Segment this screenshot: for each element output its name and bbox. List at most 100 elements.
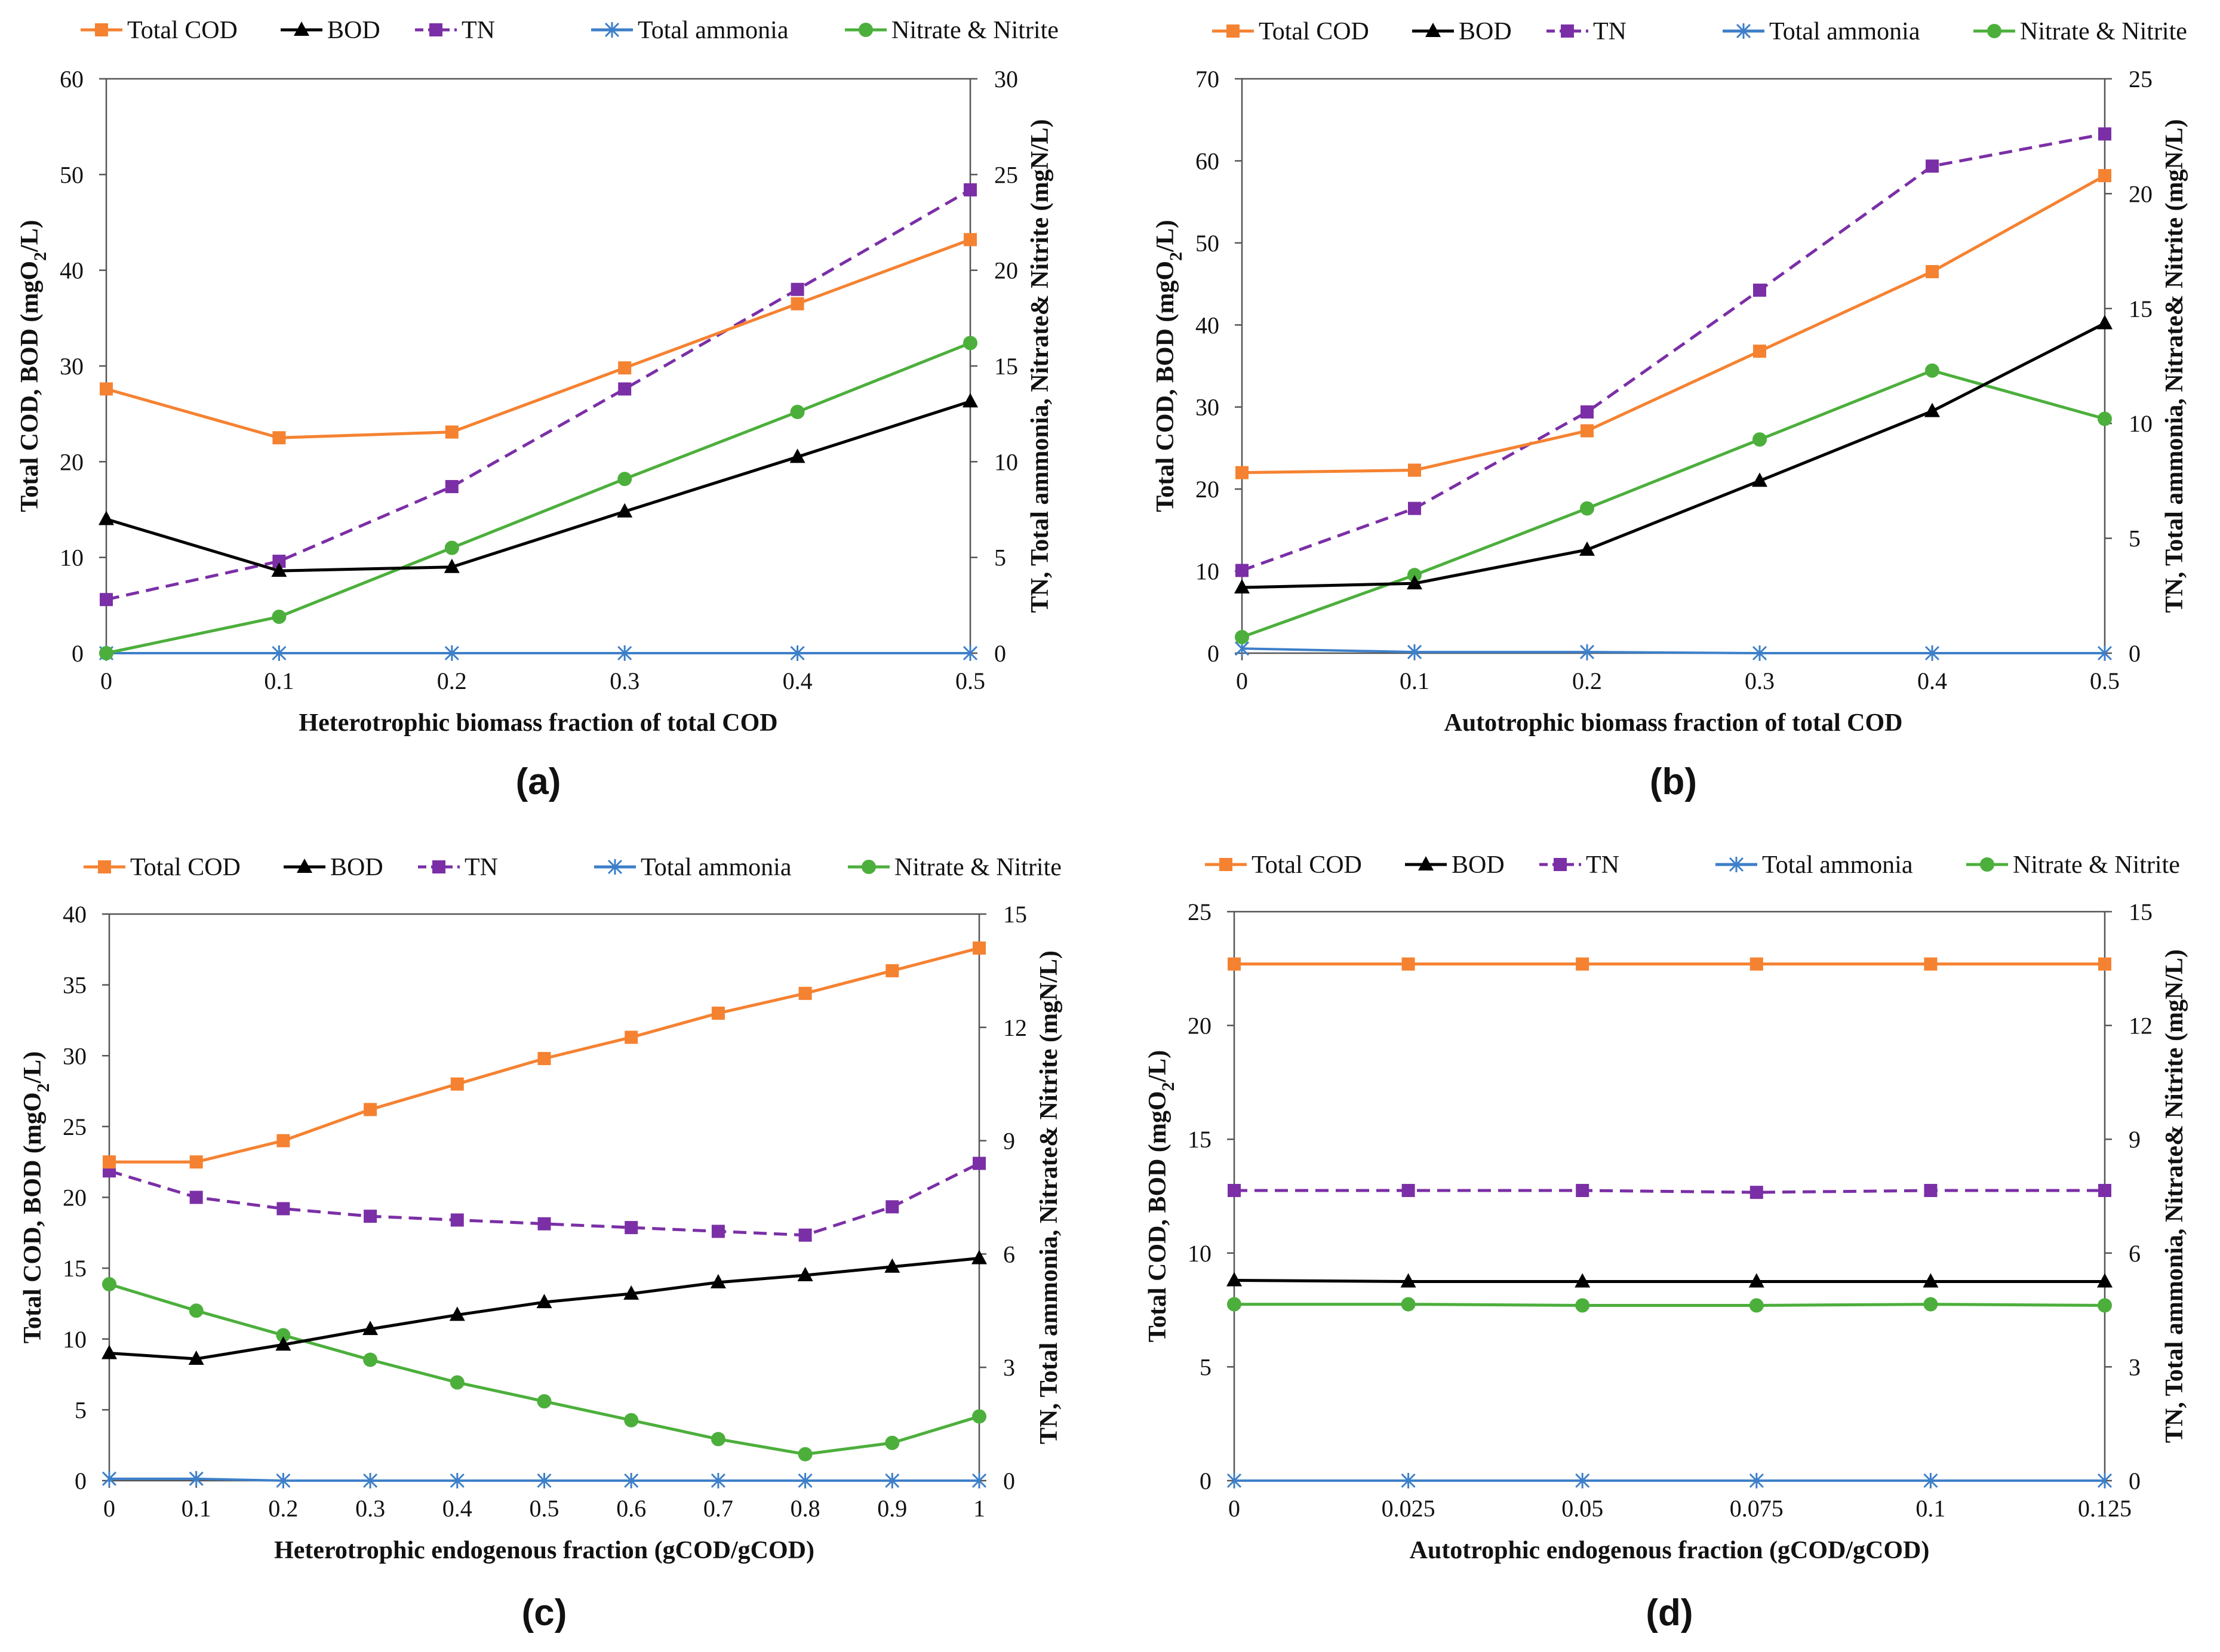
data-point-total-cod [445,425,459,439]
series-tn [1228,1183,2111,1199]
series-line-tn [1241,132,2105,572]
data-point-total-ammonia [711,1473,725,1488]
panel-label: (a) [516,761,561,802]
x-tick-label: 0 [1236,667,1248,694]
legend-item-nitrate-and-nitrite: Nitrate & Nitrite [845,17,1059,44]
data-point-total-ammonia [2097,645,2113,661]
data-point-total-ammonia [444,645,459,661]
chart-panel-c: 0 5 10 15 20 25 30 35 40 0 3 6 9 12 15 0 0.1 0.2 0.3 0.4 0.5… [19,854,1063,1633]
x-tick-label: 0.6 [616,1495,646,1522]
series-tn [103,1156,986,1242]
y-left-tick-label: 10 [60,544,84,571]
legend-item-nitrate-and-nitrite: Nitrate & Nitrite [1966,851,2180,879]
legend-item-tn: TN [1539,851,1619,879]
series-line-total-ammonia [1241,647,2105,654]
legend-label: Total COD [127,17,238,44]
data-point-nitrate-and-nitrite [1923,1297,1938,1312]
series-line-tn [1234,1189,2105,1194]
data-point-total-cod [2098,169,2111,183]
data-point-total-cod [272,431,286,445]
data-point-bod [623,1285,639,1300]
series-line-bod [1234,1279,2105,1283]
data-point-tn [791,282,804,296]
data-point-total-ammonia [971,1473,987,1488]
legend-marker-total-cod [1219,858,1232,871]
data-point-total-cod [1401,957,1415,971]
x-tick-label: 0 [100,667,112,694]
y-left-tick-label: 50 [60,161,84,188]
legend-marker-bod [297,859,312,873]
data-point-bod [789,448,805,463]
data-point-nitrate-and-nitrite [711,1432,725,1447]
legend-marker-total-ammonia [607,859,623,875]
data-point-tn [625,1221,638,1235]
data-point-total-ammonia [1579,644,1595,660]
y-right-tick-label: 15 [2129,296,2153,322]
x-tick-label: 0.1 [182,1495,211,1522]
series-nitrate-and-nitrite [102,1277,986,1462]
data-point-total-cod [1581,424,1594,438]
data-point-total-cod [618,361,632,375]
y-right-tick-label: 6 [2129,1240,2141,1267]
series-line-bod [1241,322,2106,589]
x-tick-label: 0.3 [1745,667,1775,694]
x-tick-label: 0.2 [1572,667,1602,694]
y-left-tick-label: 0 [1207,640,1219,667]
data-point-total-cod [1576,957,1589,971]
data-point-bod [797,1266,813,1281]
data-point-total-ammonia [363,1473,378,1488]
data-point-bod [449,1306,465,1321]
y-left-tick-label: 0 [72,640,84,667]
data-point-nitrate-and-nitrite [1925,363,1939,378]
data-point-tn [537,1217,551,1230]
data-point-total-ammonia [450,1473,465,1488]
series-line-nitrate-and-nitrite [1241,369,2105,639]
data-point-bod [271,562,287,577]
legend-marker-total-ammonia [604,22,620,38]
plot-frame [105,78,971,654]
legend-item-total-cod: Total COD [81,17,238,44]
legend-label: BOD [1452,851,1505,879]
chart-panel-b: 0 10 20 30 40 50 60 70 0 5 10 15 20 25 0 0.1 0.2 0.3 0.4 0.… [1152,18,2188,802]
y-left-axis-title: Total COD, BOD (mgO2/L) [1144,1050,1178,1342]
series-total-cod [1235,169,2111,479]
y-right-tick-label: 15 [2129,899,2153,925]
legend-label: Nitrate & Nitrite [2013,851,2180,879]
y-right-tick-label: 25 [994,161,1018,188]
legend-label: Total COD [1259,18,1369,45]
data-point-total-cod [625,1030,638,1044]
legend: Total COD BOD TN Total ammonia Nitrate & Nit… [1205,851,2180,879]
legend-marker-total-ammonia [1736,23,1751,39]
data-point-total-cod [100,382,113,396]
y-left-tick-label: 70 [1195,66,1219,93]
data-point-bod [1407,575,1422,590]
data-point-total-ammonia [276,1473,291,1488]
data-point-total-cod [711,1007,725,1020]
x-tick-label: 0.1 [264,667,294,694]
x-tick-label: 0 [103,1495,115,1522]
legend-item-bod: BOD [1412,18,1512,45]
data-point-total-ammonia [1407,644,1422,660]
data-point-total-cod [1408,463,1421,477]
data-point-tn [1926,159,1939,173]
legend-label: Total ammonia [638,17,789,44]
series-total-cod [103,941,986,1169]
legend-marker-tn [429,23,442,36]
y-right-tick-label: 25 [2129,66,2153,93]
y-right-tick-label: 15 [1003,901,1027,928]
legend-item-bod: BOD [1405,851,1505,879]
data-point-tn [1401,1183,1415,1197]
x-tick-label: 0.3 [355,1495,385,1522]
y-left-tick-label: 50 [1195,230,1219,257]
legend-label: BOD [327,17,380,44]
legend-marker-total-cod [98,860,111,873]
series-total-ammonia [99,645,978,661]
data-point-nitrate-and-nitrite [1575,1298,1590,1313]
data-point-tn [973,1156,986,1170]
legend-label: TN [465,854,498,881]
data-point-total-cod [1749,957,1763,971]
x-axis-title: Heterotrophic biomass fraction of total … [299,709,777,737]
series-bod [1226,1272,2113,1288]
data-point-total-cod [1228,957,1241,971]
legend-marker-tn [1561,24,1574,38]
